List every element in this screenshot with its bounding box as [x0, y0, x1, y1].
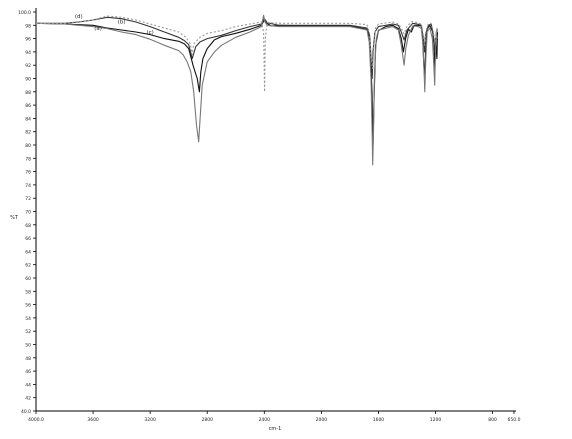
y-tick-label: 100.0: [18, 10, 31, 16]
y-tick-label: 72: [25, 196, 31, 202]
x-tick-label: 2000: [316, 417, 328, 423]
x-tick-label: 2800: [201, 417, 213, 423]
y-tick-label: 74: [25, 183, 31, 189]
x-tick-label: 1600: [373, 417, 385, 423]
y-tick-label: 60: [25, 276, 31, 282]
y-tick-label: 70: [25, 210, 31, 216]
x-tick-label: 1200: [430, 417, 442, 423]
y-tick-label: 40.0: [21, 409, 31, 415]
y-tick-label: 48: [25, 356, 31, 362]
y-tick-label: 94: [25, 50, 31, 56]
x-tick-label: 4000.0: [28, 417, 44, 423]
y-tick-label: 44: [25, 382, 31, 388]
x-tick-label: 3600: [87, 417, 99, 423]
x-tick-label: 2400: [259, 417, 271, 423]
series-labels: (a) (b) (c) (d): [75, 14, 154, 36]
series-label-4: (d): [75, 14, 83, 20]
chart-axes: 100.0 98 96 94 92 90 88 86 84 82 80 78 76 74 72 70 68 66 6…: [10, 8, 521, 432]
y-tick-label: 66: [25, 236, 31, 242]
y-tick-label: 78: [25, 156, 31, 162]
x-tick-label: 650.0: [508, 417, 521, 423]
series-label-3: (c): [146, 30, 153, 36]
y-tick-label: 82: [25, 130, 31, 136]
y-axis-title: %T: [10, 215, 19, 221]
y-tick-label: 58: [25, 289, 31, 295]
y-tick-label: 80: [25, 143, 31, 149]
y-tick-label: 76: [25, 170, 31, 176]
series-line-4: [36, 15, 438, 93]
y-tick-label: 62: [25, 263, 31, 269]
series-label-1: (a): [94, 26, 102, 32]
y-tick-label: 46: [25, 369, 31, 375]
series-line-1: [35, 19, 439, 146]
series-line-3: [35, 14, 438, 166]
y-tick-label: 42: [25, 396, 31, 402]
y-tick-label: 54: [25, 316, 31, 322]
y-tick-label: 90: [25, 77, 31, 83]
y-tick-label: 98: [25, 23, 31, 29]
y-tick-label: 88: [25, 90, 31, 96]
series-label-2: (b): [118, 19, 126, 25]
x-tick-label: 800: [488, 417, 497, 423]
plot-area: [35, 14, 439, 166]
x-axis-title: cm-1: [269, 426, 282, 432]
y-tick-label: 56: [25, 303, 31, 309]
y-tick-label: 50: [25, 343, 31, 349]
y-tick-label: 84: [25, 116, 31, 122]
x-tick-label: 3200: [144, 417, 156, 423]
y-tick-label: 86: [25, 103, 31, 109]
y-tick-label: 96: [25, 37, 31, 43]
y-tick-label: 68: [25, 223, 31, 229]
y-tick-label: 92: [25, 63, 31, 69]
y-tick-label: 64: [25, 249, 31, 255]
y-tick-label: 52: [25, 329, 31, 335]
